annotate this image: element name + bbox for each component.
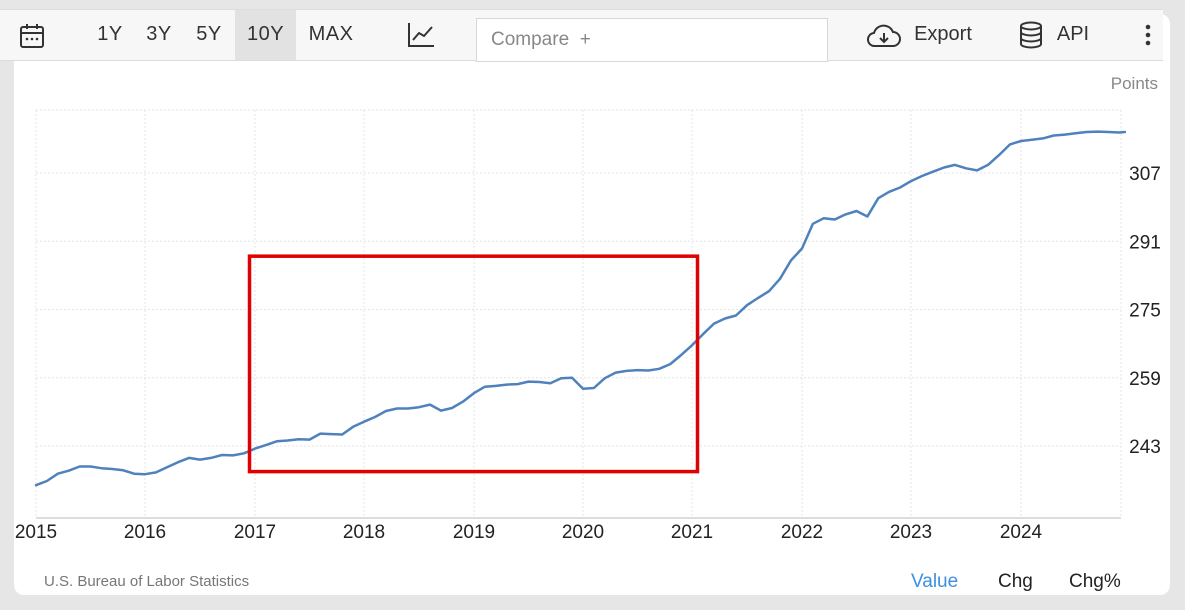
cloud-download-icon[interactable] [866, 23, 902, 54]
database-icon[interactable] [1019, 21, 1043, 54]
line-chart-icon[interactable] [406, 21, 436, 54]
y-tick-label: 275 [1129, 301, 1161, 322]
toolbar: 1Y 3Y 5Y 10Y MAX Export API [0, 9, 1163, 62]
x-tick-label: 2023 [890, 522, 932, 543]
x-tick-label: 2016 [124, 522, 166, 543]
calendar-icon[interactable] [18, 22, 46, 55]
api-button[interactable]: API [1056, 23, 1090, 45]
x-tick-label: 2018 [343, 522, 385, 543]
mode-chg-pct-tab[interactable]: Chg% [1069, 571, 1121, 592]
series-layer [34, 130, 1127, 487]
y-tick-label: 243 [1129, 437, 1161, 458]
mode-value-tab[interactable]: Value [911, 571, 959, 592]
axis-layer: 2015 2016 2017 2018 2019 2020 2021 2022 2023 2024… [15, 164, 1161, 543]
x-tick-label: 2015 [15, 522, 57, 543]
units-label: Points [1110, 74, 1158, 93]
source-label: U.S. Bureau of Labor Statistics [44, 573, 250, 590]
grid-layer [35, 109, 1122, 518]
range-max-button[interactable]: MAX [308, 23, 354, 45]
y-tick-label: 259 [1129, 369, 1161, 390]
range-1y-button[interactable]: 1Y [97, 23, 123, 45]
range-5y-button[interactable]: 5Y [196, 23, 222, 45]
x-tick-label: 2017 [234, 522, 276, 543]
compare-input[interactable] [477, 19, 827, 61]
x-tick-label: 2020 [562, 522, 604, 543]
more-vertical-icon[interactable] [1138, 23, 1158, 52]
x-tick-label: 2024 [1000, 522, 1043, 543]
export-button[interactable]: Export [914, 23, 972, 45]
mode-chg-tab[interactable]: Chg [998, 571, 1033, 592]
chart-panel [14, 14, 1170, 595]
x-tick-label: 2021 [671, 522, 713, 543]
highlight-box [247, 254, 700, 474]
x-tick-label: 2022 [781, 522, 823, 543]
range-3y-button[interactable]: 3Y [146, 23, 172, 45]
series-line [34, 130, 1127, 487]
y-tick-label: 291 [1129, 232, 1161, 253]
highlight-layer [247, 254, 700, 474]
compare-input-box[interactable] [476, 18, 828, 62]
range-10y-button[interactable]: 10Y [235, 10, 296, 60]
y-tick-label: 307 [1129, 164, 1161, 185]
x-tick-label: 2019 [453, 522, 495, 543]
